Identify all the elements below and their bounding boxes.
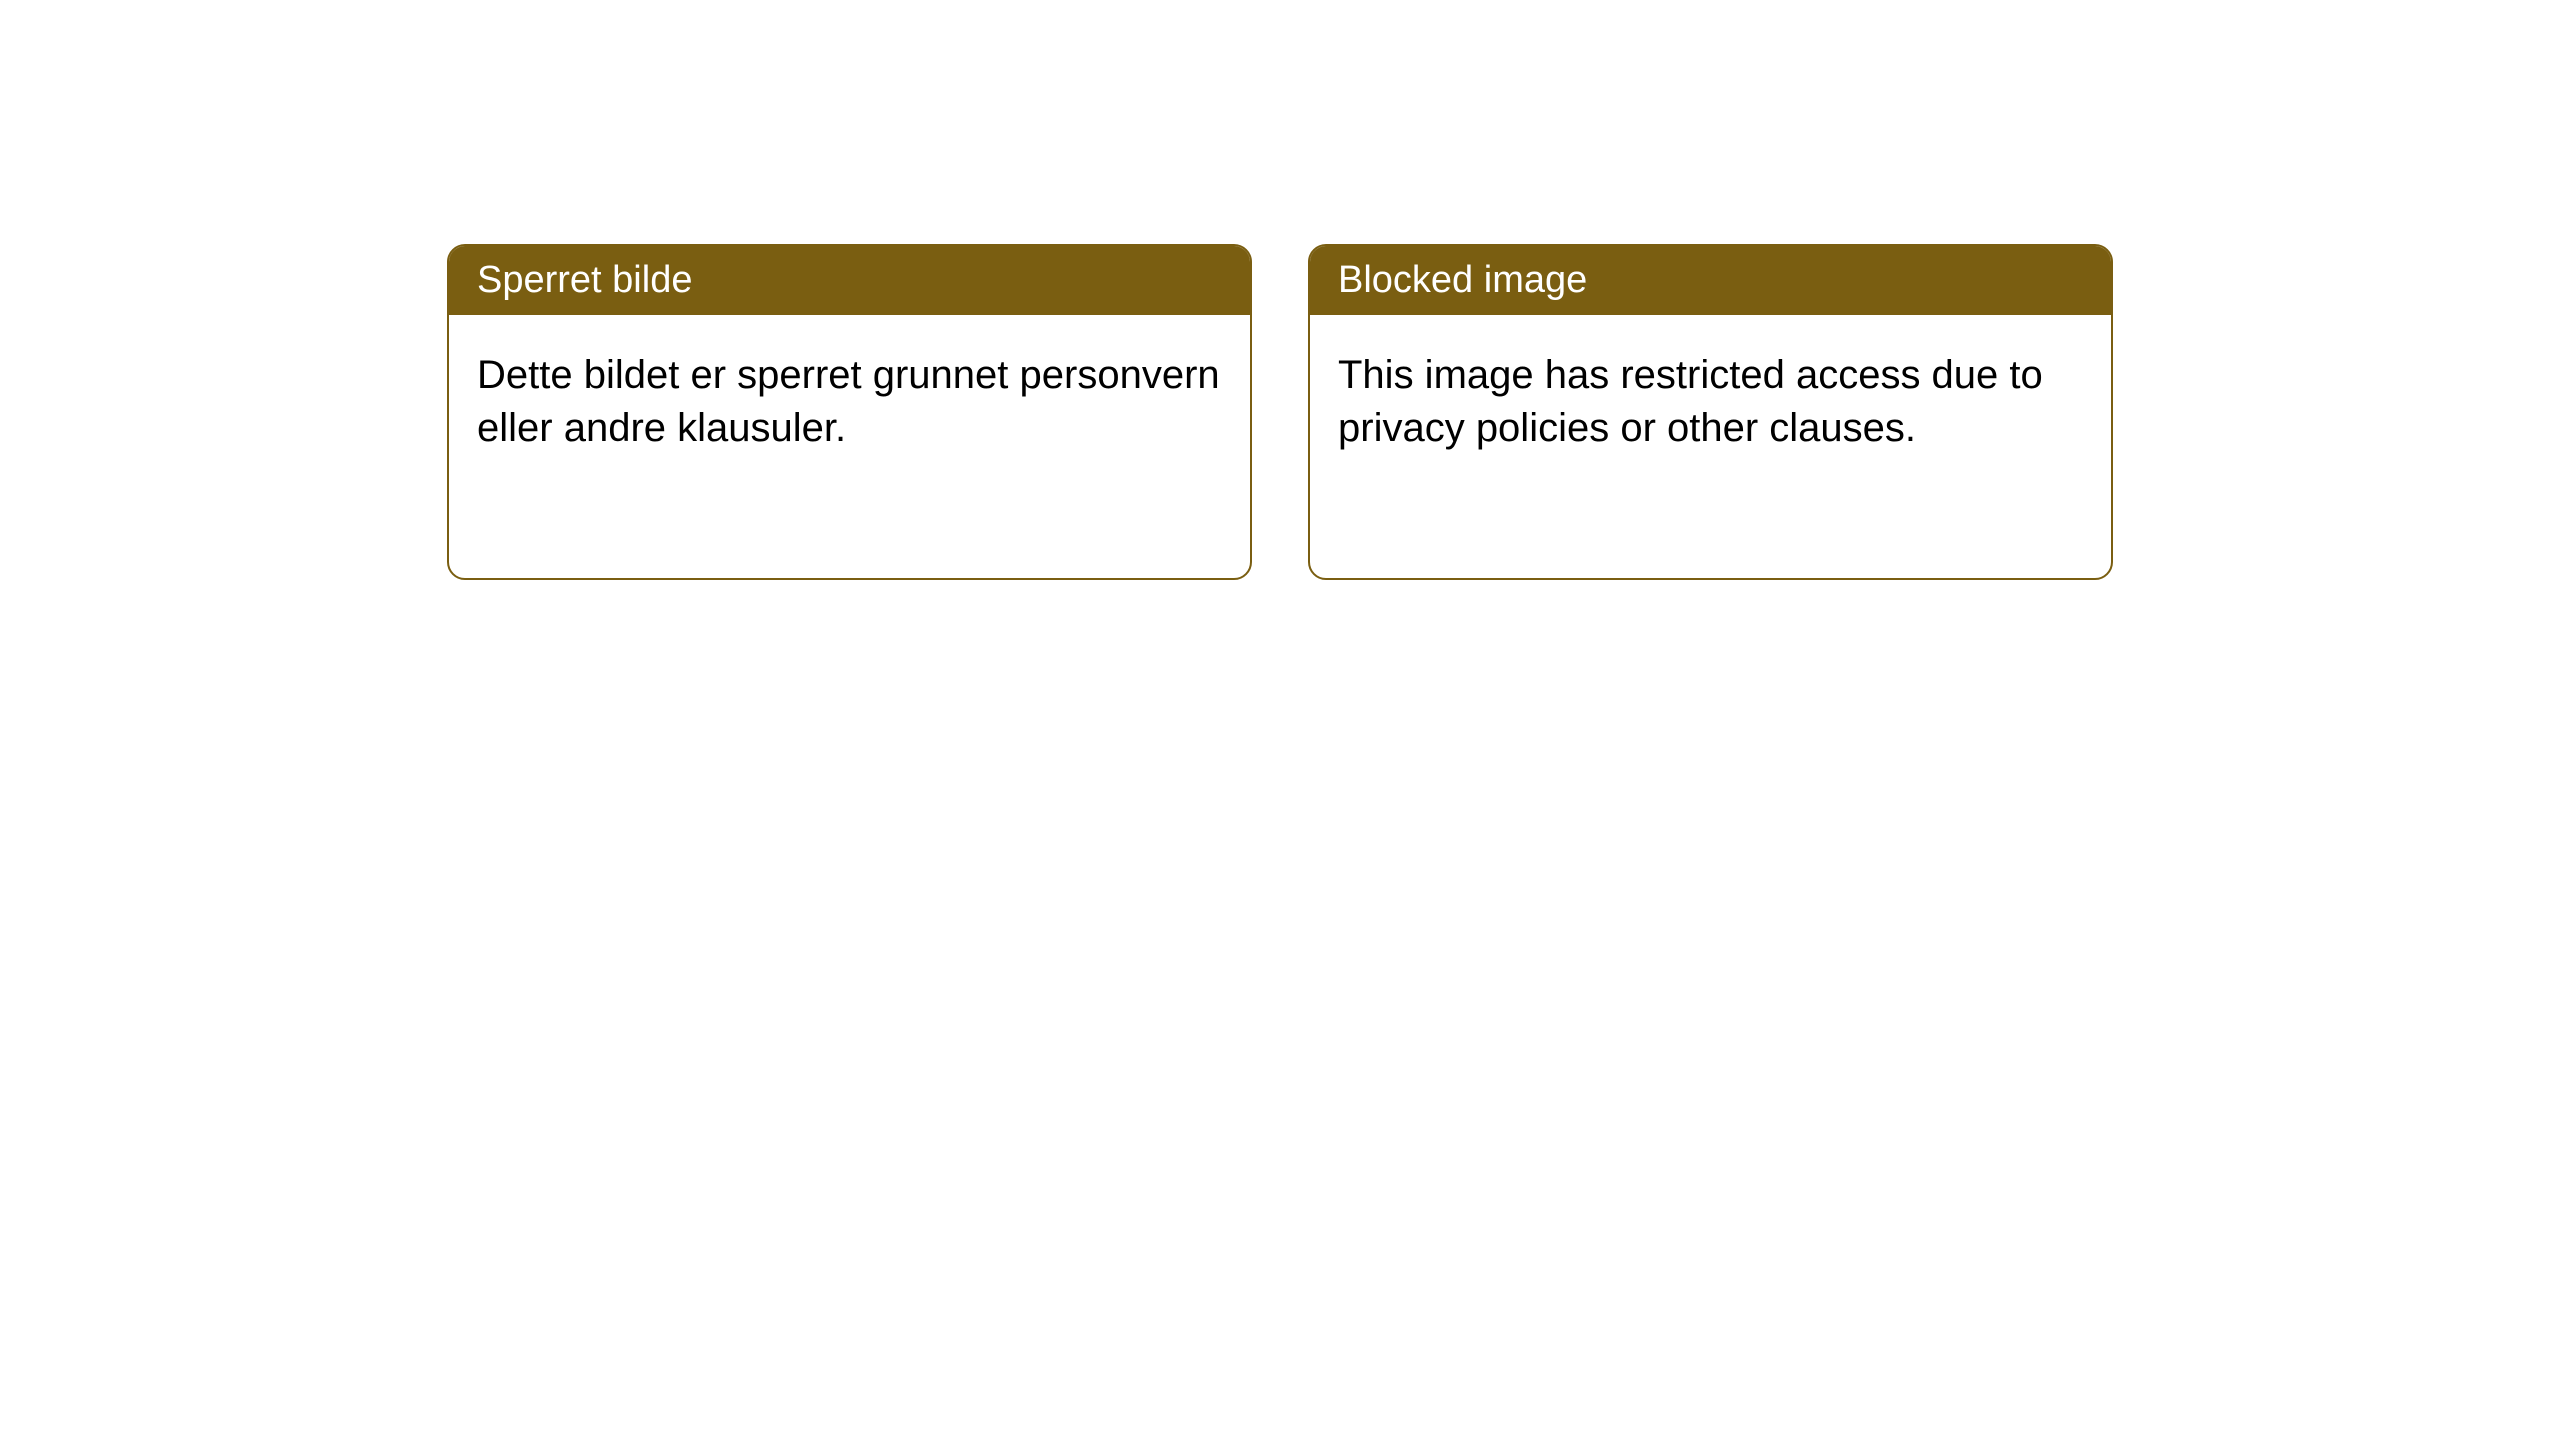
notice-title-english: Blocked image xyxy=(1310,246,2111,315)
notice-body-english: This image has restricted access due to … xyxy=(1310,315,2111,489)
notice-card-norwegian: Sperret bilde Dette bildet er sperret gr… xyxy=(447,244,1252,580)
notice-body-norwegian: Dette bildet er sperret grunnet personve… xyxy=(449,315,1250,489)
notice-title-norwegian: Sperret bilde xyxy=(449,246,1250,315)
notice-card-english: Blocked image This image has restricted … xyxy=(1308,244,2113,580)
notice-container: Sperret bilde Dette bildet er sperret gr… xyxy=(0,0,2560,580)
